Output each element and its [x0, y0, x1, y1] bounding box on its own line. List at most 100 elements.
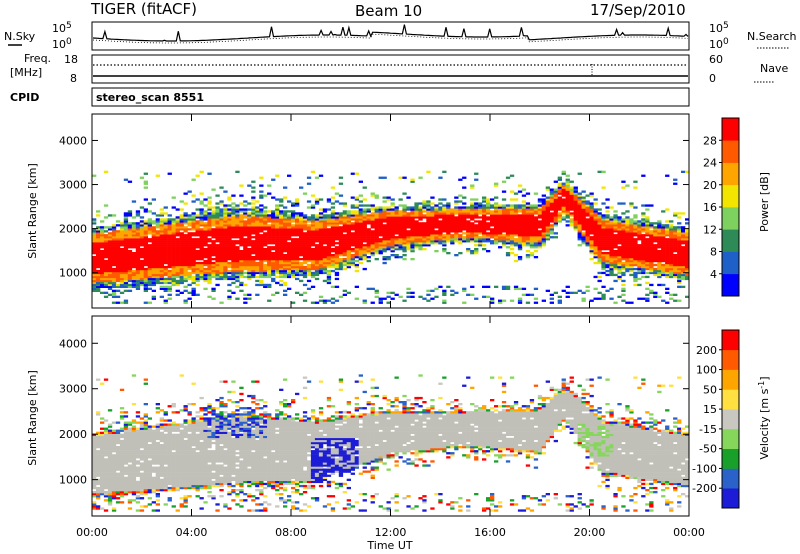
- heatmap-cell: [569, 194, 574, 197]
- heatmap-cell: [565, 295, 570, 298]
- heatmap-cell: [295, 238, 300, 241]
- heatmap-cell: [115, 254, 121, 257]
- heatmap-cell: [155, 273, 160, 277]
- heatmap-cell: [295, 242, 300, 245]
- heatmap-cell: [442, 206, 447, 209]
- heatmap-cell: [509, 222, 515, 225]
- heatmap-cell: [227, 242, 232, 245]
- heatmap-cell: [609, 297, 614, 300]
- heatmap-cell: [645, 258, 650, 261]
- heatmap-cell: [561, 194, 566, 197]
- heatmap-cell: [378, 206, 383, 209]
- heatmap-cell: [390, 297, 395, 300]
- heatmap-cell: [92, 289, 97, 292]
- heatmap-cell: [537, 234, 543, 237]
- heatmap-cell: [92, 220, 97, 223]
- heatmap-cell: [402, 248, 407, 251]
- heatmap-cell: [291, 234, 296, 237]
- heatmap-cell: [211, 210, 216, 213]
- heatmap-cell: [263, 240, 268, 243]
- heatmap-cell: [155, 230, 160, 233]
- heatmap-cell: [625, 218, 630, 221]
- heatmap-cell: [231, 263, 236, 267]
- heatmap-cell: [167, 230, 172, 233]
- heatmap-cell: [330, 206, 336, 209]
- heatmap-cell: [175, 246, 180, 249]
- heatmap-cell: [597, 248, 602, 251]
- heatmap-cell: [92, 269, 97, 273]
- heatmap-cell: [96, 252, 101, 255]
- heatmap-cell: [617, 263, 622, 267]
- heatmap-cell: [589, 194, 594, 197]
- heatmap-cell: [358, 194, 363, 197]
- heatmap-cell: [322, 259, 328, 263]
- heatmap-cell: [239, 226, 244, 229]
- heatmap-cell: [394, 214, 399, 217]
- heatmap-cell: [553, 180, 558, 183]
- heatmap-cell: [111, 464, 117, 467]
- heatmap-cell: [601, 267, 606, 271]
- heatmap-cell: [589, 236, 594, 239]
- heatmap-cell: [287, 244, 292, 247]
- heatmap-cell: [259, 208, 264, 211]
- heatmap-cell: [255, 258, 260, 261]
- heatmap-cell: [251, 258, 256, 261]
- heatmap-cell: [103, 441, 109, 445]
- heatmap-cell: [482, 234, 487, 237]
- heatmap-cell: [239, 228, 244, 231]
- heatmap-cell: [100, 228, 105, 231]
- heatmap-cell: [362, 204, 367, 207]
- heatmap-cell: [478, 210, 483, 213]
- heatmap-cell: [609, 224, 614, 227]
- heatmap-cell: [183, 238, 188, 241]
- heatmap-cell: [147, 224, 152, 227]
- heatmap-cell: [295, 258, 300, 261]
- heatmap-cell: [366, 234, 371, 237]
- heatmap-cell: [677, 259, 682, 263]
- heatmap-cell: [450, 230, 455, 233]
- heatmap-cell: [191, 218, 196, 221]
- heatmap-cell: [665, 242, 670, 245]
- heatmap-cell: [458, 178, 463, 181]
- heatmap-cell: [681, 252, 686, 255]
- heatmap-cell: [605, 222, 610, 225]
- heatmap-cell: [310, 259, 316, 263]
- heatmap-cell: [669, 265, 674, 269]
- heatmap-cell: [398, 216, 403, 219]
- heatmap-cell: [466, 236, 471, 239]
- heatmap-cell: [203, 267, 208, 271]
- heatmap-cell: [163, 289, 168, 292]
- heatmap-cell: [255, 236, 260, 239]
- heatmap-cell: [565, 196, 570, 199]
- heatmap-cell: [617, 248, 622, 251]
- heatmap-cell: [259, 265, 264, 269]
- heatmap-cell: [330, 218, 336, 221]
- heatmap-cell: [505, 210, 511, 213]
- heatmap-cell: [167, 228, 172, 231]
- heatmap-cell: [498, 212, 503, 215]
- heatmap-cell: [283, 226, 288, 229]
- heatmap-cell: [677, 248, 682, 251]
- heatmap-cell: [629, 267, 634, 271]
- heatmap-cell: [159, 261, 164, 265]
- heatmap-cell: [466, 224, 471, 227]
- heatmap-cell: [478, 232, 483, 235]
- heatmap-cell: [123, 299, 129, 302]
- heatmap-cell: [279, 198, 284, 201]
- heatmap-cell: [131, 232, 137, 235]
- heatmap-cell: [330, 186, 336, 189]
- heatmap-cell: [334, 254, 340, 257]
- heatmap-cell: [398, 198, 403, 201]
- heatmap-cell: [466, 232, 471, 235]
- heatmap-cell: [295, 259, 300, 263]
- heatmap-cell: [482, 285, 487, 288]
- heatmap-cell: [637, 238, 642, 241]
- heatmap-cell: [334, 285, 340, 288]
- heatmap-cell: [462, 232, 467, 235]
- heatmap-cell: [434, 204, 439, 207]
- heatmap-cell: [199, 224, 204, 227]
- heatmap-cell: [545, 188, 550, 191]
- heatmap-cell: [306, 224, 312, 227]
- heatmap-cell: [111, 446, 117, 449]
